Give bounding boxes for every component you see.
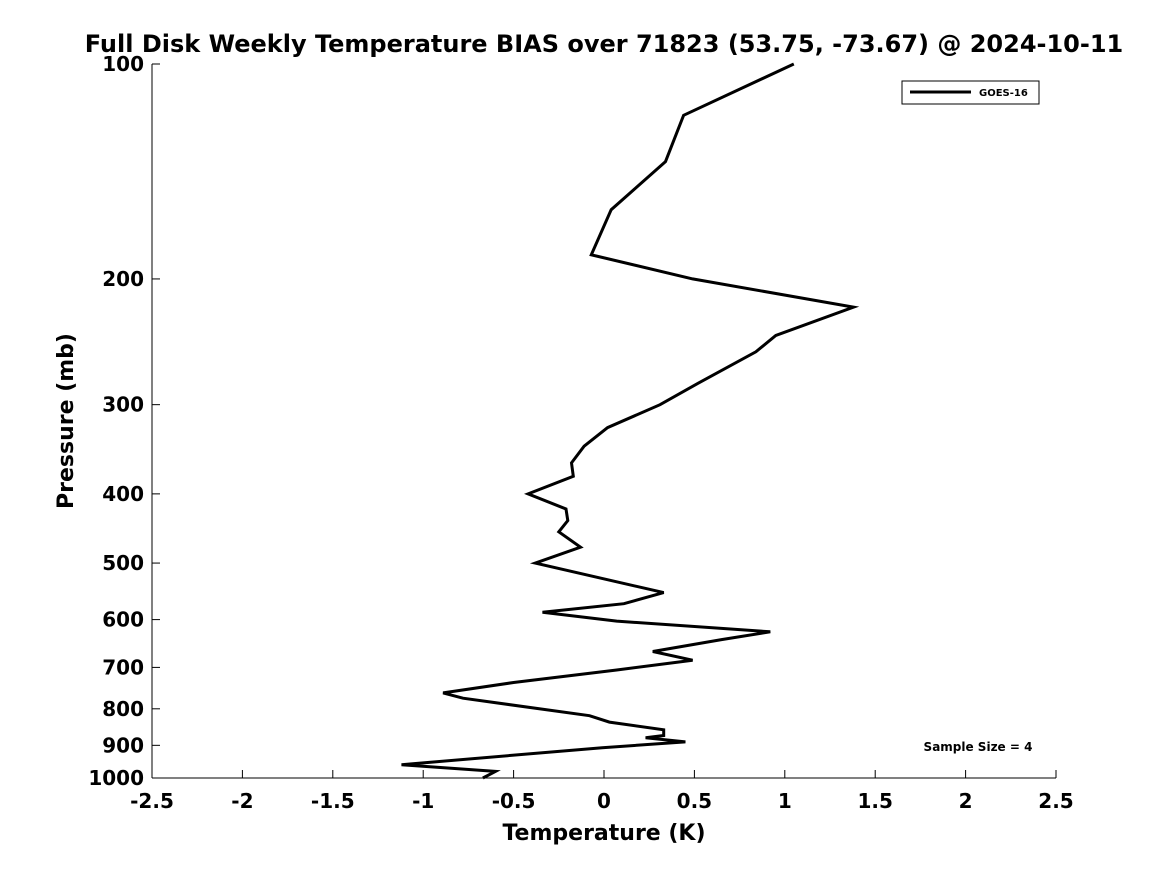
y-tick-label: 700: [102, 655, 144, 679]
y-tick-label: 300: [102, 393, 144, 417]
x-tick-label: -2.5: [130, 789, 174, 813]
x-tick-label: 1: [778, 789, 792, 813]
x-tick-label: -1.5: [311, 789, 355, 813]
y-tick-label: 500: [102, 551, 144, 575]
x-ticks: -2.5 -2 -1.5 -1 -0.5 0 0.5 1 1.5 2 2.5: [130, 770, 1074, 813]
x-tick-label: 0.5: [677, 789, 712, 813]
plot-area: [152, 64, 1056, 778]
y-tick-label: 100: [102, 52, 144, 76]
x-tick-label: 0: [597, 789, 611, 813]
x-tick-label: -0.5: [492, 789, 536, 813]
x-tick-label: 1.5: [857, 789, 892, 813]
x-tick-label: -1: [412, 789, 434, 813]
legend-label: GOES-16: [979, 88, 1028, 99]
sample-size-annotation: Sample Size = 4: [924, 740, 1033, 754]
y-tick-label: 800: [102, 697, 144, 721]
y-tick-label: 200: [102, 267, 144, 291]
x-axis-label: Temperature (K): [502, 821, 705, 846]
x-tick-label: -2: [231, 789, 253, 813]
x-tick-label: 2.5: [1038, 789, 1073, 813]
y-tick-label: 400: [102, 482, 144, 506]
y-tick-label: 900: [102, 733, 144, 757]
y-axis-label: Pressure (mb): [54, 333, 79, 509]
y-ticks: 100 200 300 400 500 600 700 800 900 1000: [88, 52, 160, 790]
series-line-goes-16: [401, 62, 860, 780]
chart-title: Full Disk Weekly Temperature BIAS over 7…: [85, 30, 1124, 58]
legend: GOES-16: [901, 80, 1040, 105]
x-tick-label: 2: [959, 789, 973, 813]
y-tick-label: 600: [102, 608, 144, 632]
y-tick-label: 1000: [88, 766, 144, 790]
